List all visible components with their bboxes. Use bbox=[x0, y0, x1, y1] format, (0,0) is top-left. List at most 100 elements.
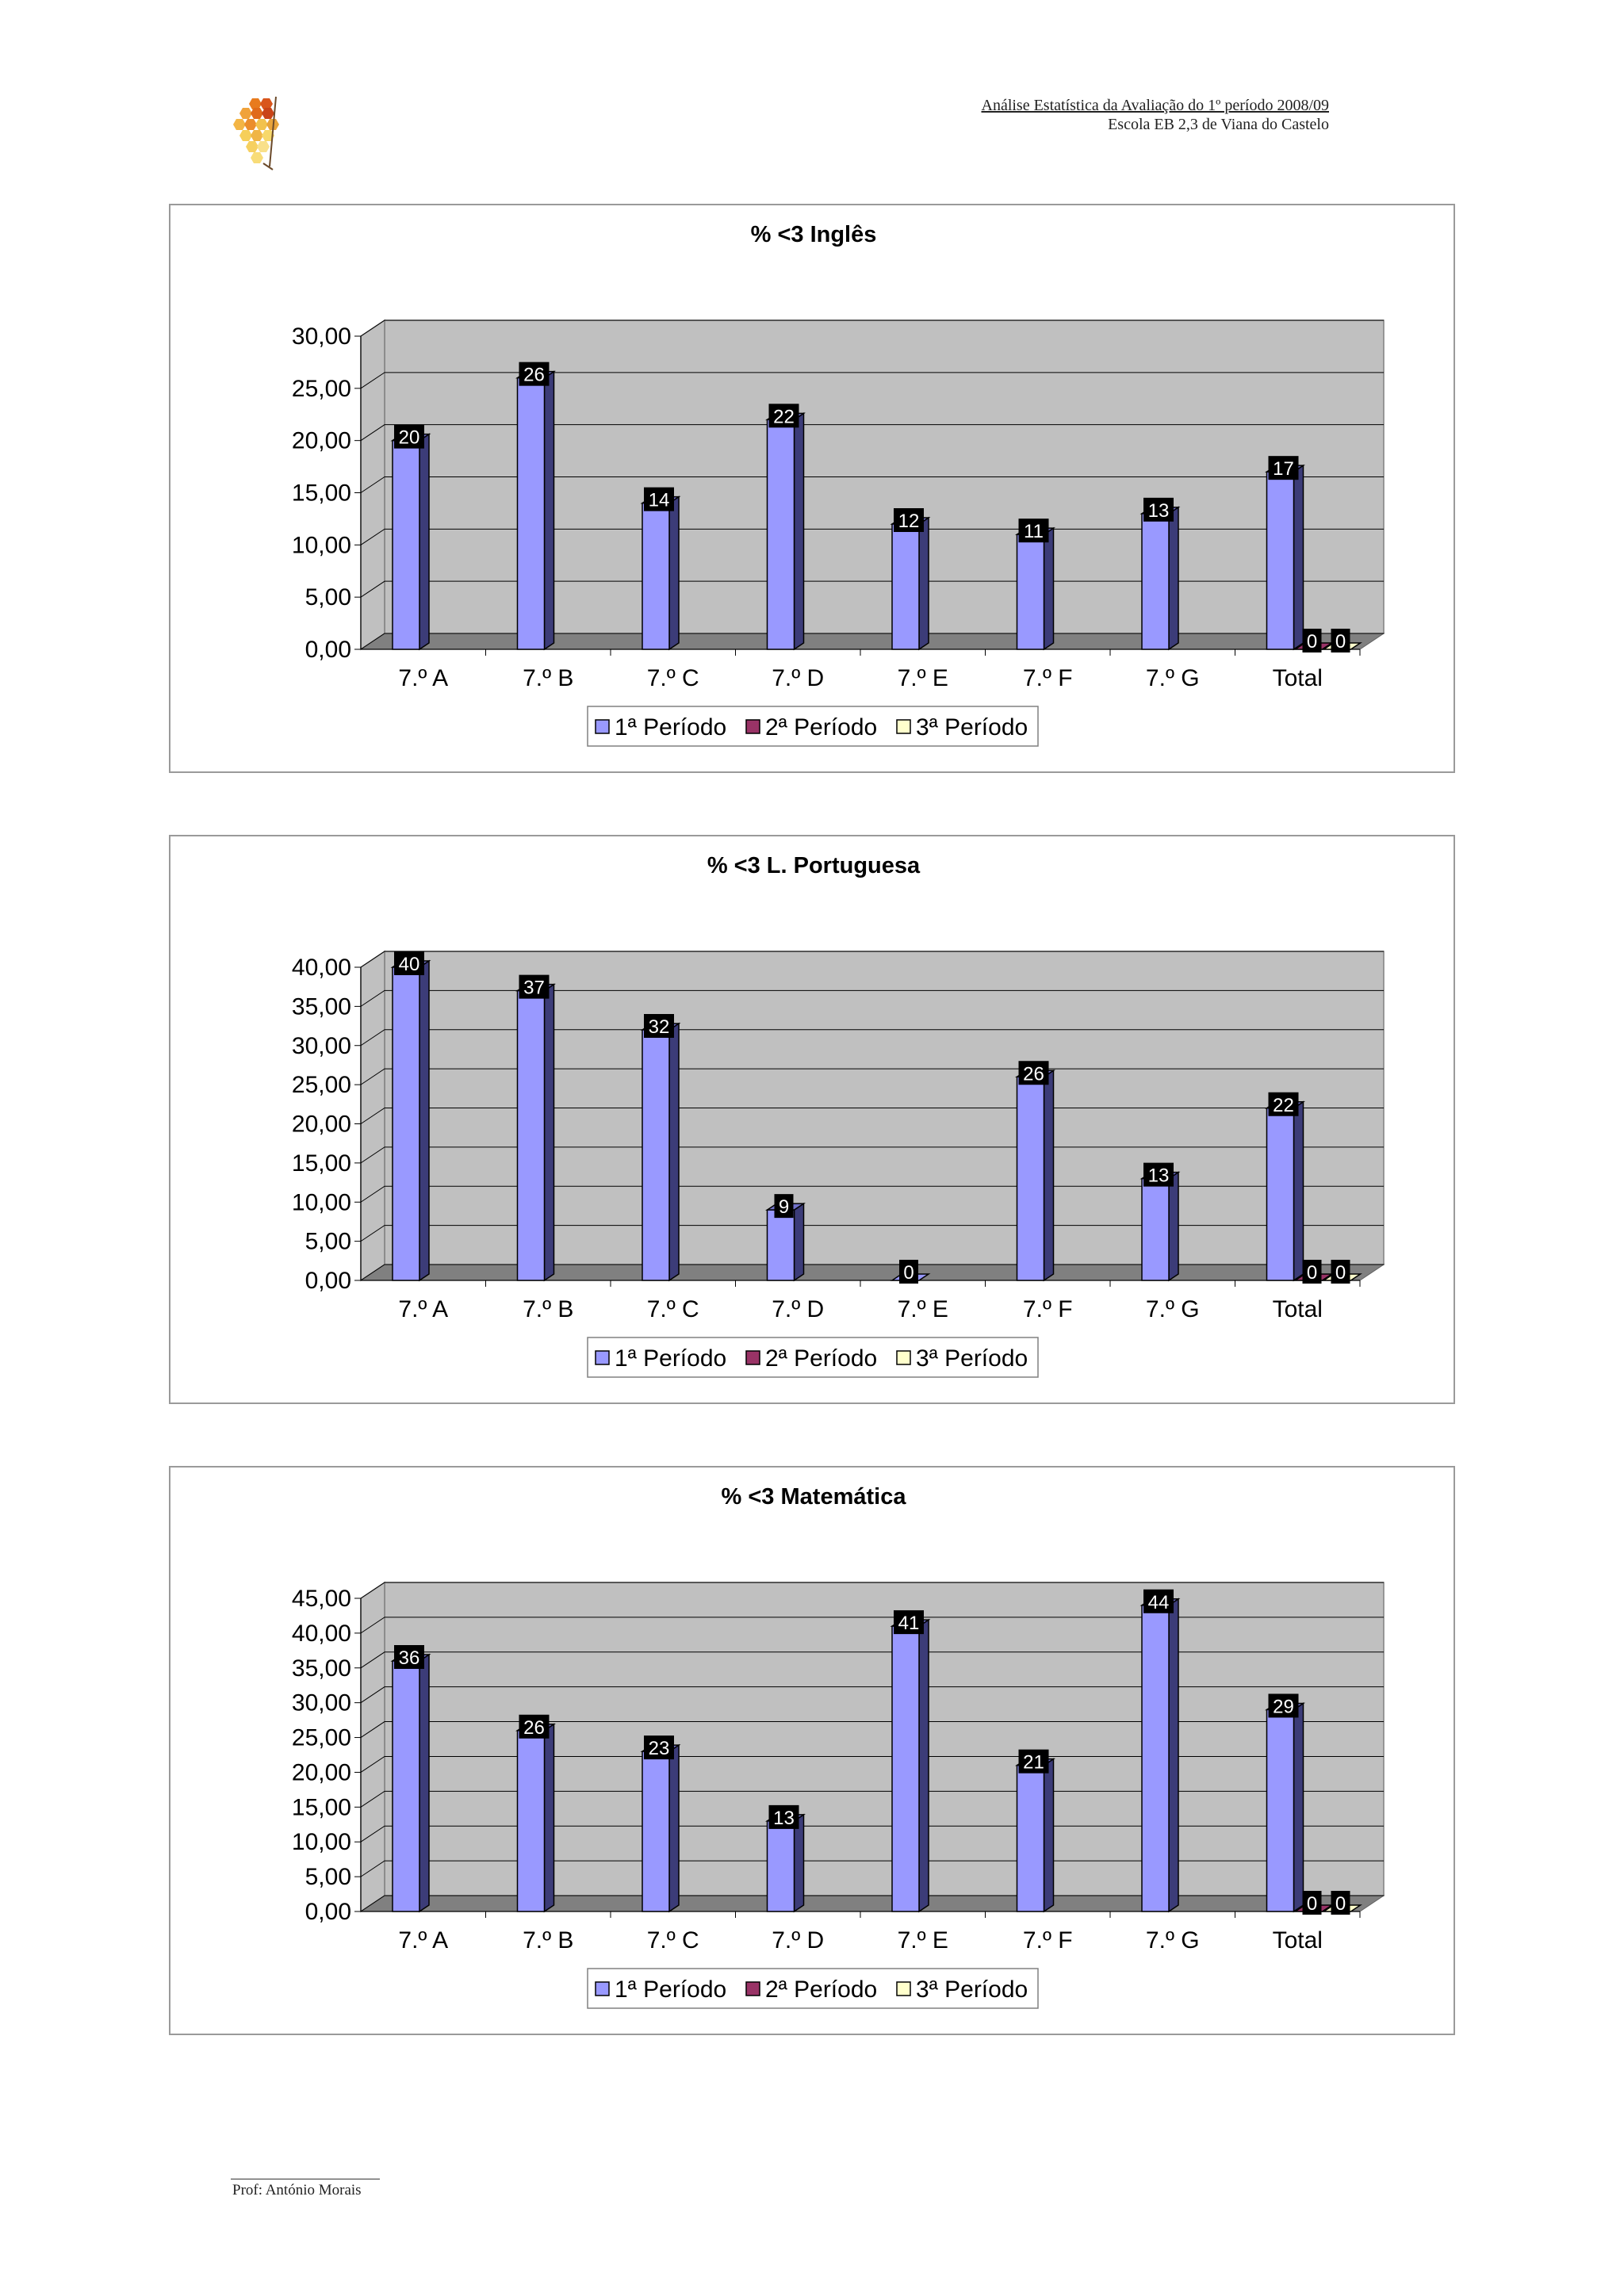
data-label-bg bbox=[894, 1610, 924, 1635]
data-label-bg bbox=[394, 951, 424, 975]
legend-swatch bbox=[896, 1350, 911, 1365]
chart-portugues: % <3 L. Portuguesa 0,00 5,00 10,00 15,00 20,0… bbox=[169, 835, 1455, 1404]
data-label-bg bbox=[644, 1735, 674, 1760]
gridline bbox=[360, 372, 1384, 389]
data-label-bg bbox=[1302, 1891, 1322, 1915]
data-label-bg bbox=[1143, 1162, 1174, 1187]
data-label: 14 bbox=[649, 490, 670, 511]
data-label: 22 bbox=[773, 406, 795, 427]
bar-series1 bbox=[765, 1813, 806, 1913]
bar-series1 bbox=[765, 1202, 806, 1282]
bar-series1 bbox=[515, 1723, 556, 1913]
bar-series1 bbox=[1015, 526, 1055, 651]
data-label-bg bbox=[1143, 1589, 1174, 1613]
legend-swatch bbox=[595, 719, 610, 734]
legend-swatch bbox=[595, 1981, 610, 1996]
legend bbox=[587, 1337, 1039, 1378]
bar-side bbox=[1293, 1100, 1304, 1282]
y-tick-label: 25,00 bbox=[292, 376, 351, 402]
y-tick-label: 5,00 bbox=[305, 584, 351, 610]
legend-label: 3ª Período bbox=[916, 1976, 1028, 2003]
data-label: 36 bbox=[399, 1647, 420, 1669]
x-category-label: 7.º F bbox=[1023, 1296, 1073, 1322]
bar-front bbox=[891, 523, 920, 650]
bar-side bbox=[793, 1813, 805, 1913]
bar-front bbox=[766, 1209, 795, 1281]
bar-side bbox=[1293, 1702, 1304, 1913]
bar-side bbox=[918, 516, 929, 651]
data-label-bg bbox=[1018, 1749, 1049, 1774]
data-label: 11 bbox=[1024, 521, 1044, 542]
bar-front bbox=[766, 1820, 795, 1912]
bar-front bbox=[1266, 1709, 1295, 1912]
x-category-label: 7.º E bbox=[898, 665, 948, 691]
data-label-bg bbox=[394, 1645, 424, 1669]
bar-side bbox=[419, 433, 430, 651]
bar-side bbox=[543, 1723, 555, 1913]
bar-side bbox=[419, 1653, 430, 1913]
chart-svg: % <3 Inglês 0,00 5,00 10,00 15,00 20,00 25,00 3… bbox=[292, 222, 1385, 747]
y-tick-label: 10,00 bbox=[292, 1829, 351, 1855]
bar-side bbox=[1168, 1171, 1179, 1282]
x-category-label: Total bbox=[1273, 665, 1323, 691]
y-tick-label: 0,00 bbox=[305, 1268, 351, 1294]
data-label: 0 bbox=[1307, 1262, 1317, 1284]
data-label: 26 bbox=[523, 1717, 545, 1739]
data-label-bg bbox=[894, 508, 924, 532]
bar-series1 bbox=[515, 370, 556, 651]
y-tick-label: 20,00 bbox=[292, 1759, 351, 1785]
bar-side bbox=[918, 1618, 929, 1913]
data-label-bg bbox=[1018, 519, 1049, 543]
gridline bbox=[360, 989, 1384, 1007]
data-label-bg bbox=[1302, 1260, 1322, 1284]
gridline bbox=[360, 1029, 1384, 1047]
y-tick-label: 25,00 bbox=[292, 1725, 351, 1751]
data-label: 0 bbox=[1307, 1893, 1317, 1915]
plot-floor bbox=[359, 1895, 1385, 1912]
x-category-label: 7.º C bbox=[647, 665, 699, 691]
bar-series1 bbox=[1015, 1758, 1055, 1913]
data-label: 22 bbox=[1273, 1095, 1294, 1116]
y-tick-label: 15,00 bbox=[292, 480, 351, 507]
bar-series1 bbox=[1265, 1100, 1305, 1282]
data-label: 26 bbox=[1023, 1063, 1044, 1085]
x-category-label: 7.º G bbox=[1146, 1927, 1200, 1954]
chart-matematica: % <3 Matemática 0,00 5,00 10,00 15,00 20,00 25… bbox=[169, 1466, 1455, 2035]
y-tick-label: 10,00 bbox=[292, 1189, 351, 1215]
bar-front bbox=[1266, 471, 1295, 650]
legend-label: 2ª Período bbox=[765, 1345, 877, 1372]
bar-front bbox=[1141, 1177, 1170, 1281]
legend-label: 1ª Período bbox=[615, 1345, 726, 1372]
legend-label: 1ª Período bbox=[615, 714, 726, 740]
y-tick-label: 5,00 bbox=[305, 1864, 351, 1890]
legend-swatch bbox=[896, 719, 911, 734]
data-label-bg bbox=[394, 424, 424, 449]
bar-side bbox=[1043, 1758, 1055, 1913]
bar-side bbox=[1293, 464, 1304, 651]
y-tick-label: 0,00 bbox=[305, 1899, 351, 1925]
bar-series1 bbox=[1265, 1702, 1305, 1913]
plot-floor bbox=[359, 1264, 1385, 1281]
bar-front bbox=[642, 1029, 670, 1281]
bar-front bbox=[642, 1751, 670, 1912]
bar-front bbox=[392, 1660, 420, 1912]
legend-swatch bbox=[745, 1350, 760, 1365]
data-label-bg bbox=[644, 487, 674, 511]
bar-series1 bbox=[390, 433, 431, 651]
bar-series1 bbox=[640, 1022, 681, 1282]
data-label-bg bbox=[1331, 629, 1350, 652]
x-category-label: 7.º C bbox=[647, 1927, 699, 1954]
data-label-bg bbox=[1268, 1693, 1299, 1718]
x-category-label: 7.º A bbox=[398, 1296, 448, 1322]
bar-side bbox=[668, 496, 680, 651]
data-label: 0 bbox=[1335, 631, 1346, 652]
data-label-bg bbox=[1268, 1092, 1299, 1116]
x-category-label: 7.º G bbox=[1146, 1296, 1200, 1322]
y-tick-label: 15,00 bbox=[292, 1794, 351, 1820]
x-category-label: 7.º D bbox=[772, 1296, 824, 1322]
y-tick-label: 45,00 bbox=[292, 1586, 351, 1612]
y-tick-label: 5,00 bbox=[305, 1229, 351, 1255]
bar-front bbox=[1016, 534, 1045, 650]
bar-series1 bbox=[640, 496, 681, 651]
bar-front bbox=[1016, 1764, 1045, 1912]
